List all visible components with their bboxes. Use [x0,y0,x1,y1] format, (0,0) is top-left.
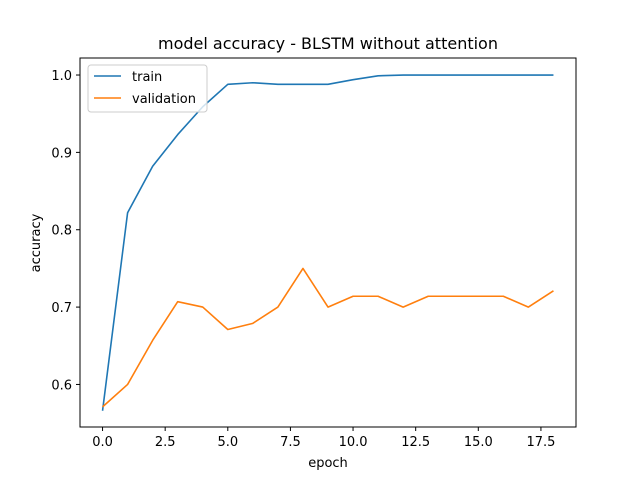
y-tick-label: 1.0 [51,69,72,84]
x-tick-label: 10.0 [339,435,368,450]
legend-label-validation: validation [132,92,196,107]
chart-title: model accuracy - BLSTM without attention [158,34,498,53]
x-tick-label: 12.5 [401,435,430,450]
y-tick-label: 0.9 [51,146,72,161]
y-axis: 0.6 0.7 0.8 0.9 1.0 [51,69,80,393]
y-axis-label: accuracy [29,213,44,272]
x-tick-label: 15.0 [464,435,493,450]
x-tick-label: 17.5 [526,435,555,450]
legend: train validation [87,64,208,113]
series-lines [101,74,554,411]
y-tick-label: 0.6 [51,378,72,393]
x-axis: 0.0 2.5 5.0 7.5 10.0 12.5 15.0 17.5 [92,427,555,450]
series-line-train [101,74,554,411]
x-tick-label: 5.0 [217,435,238,450]
legend-label-train: train [132,70,162,85]
x-axis-label: epoch [308,456,348,471]
plot-area-frame [79,57,577,428]
y-tick-label: 0.8 [51,224,72,239]
series-line-validation [102,267,554,408]
x-tick-label: 0.0 [92,435,113,450]
x-tick-label: 7.5 [280,435,301,450]
x-tick-label: 2.5 [155,435,176,450]
y-tick-label: 0.7 [51,301,72,316]
